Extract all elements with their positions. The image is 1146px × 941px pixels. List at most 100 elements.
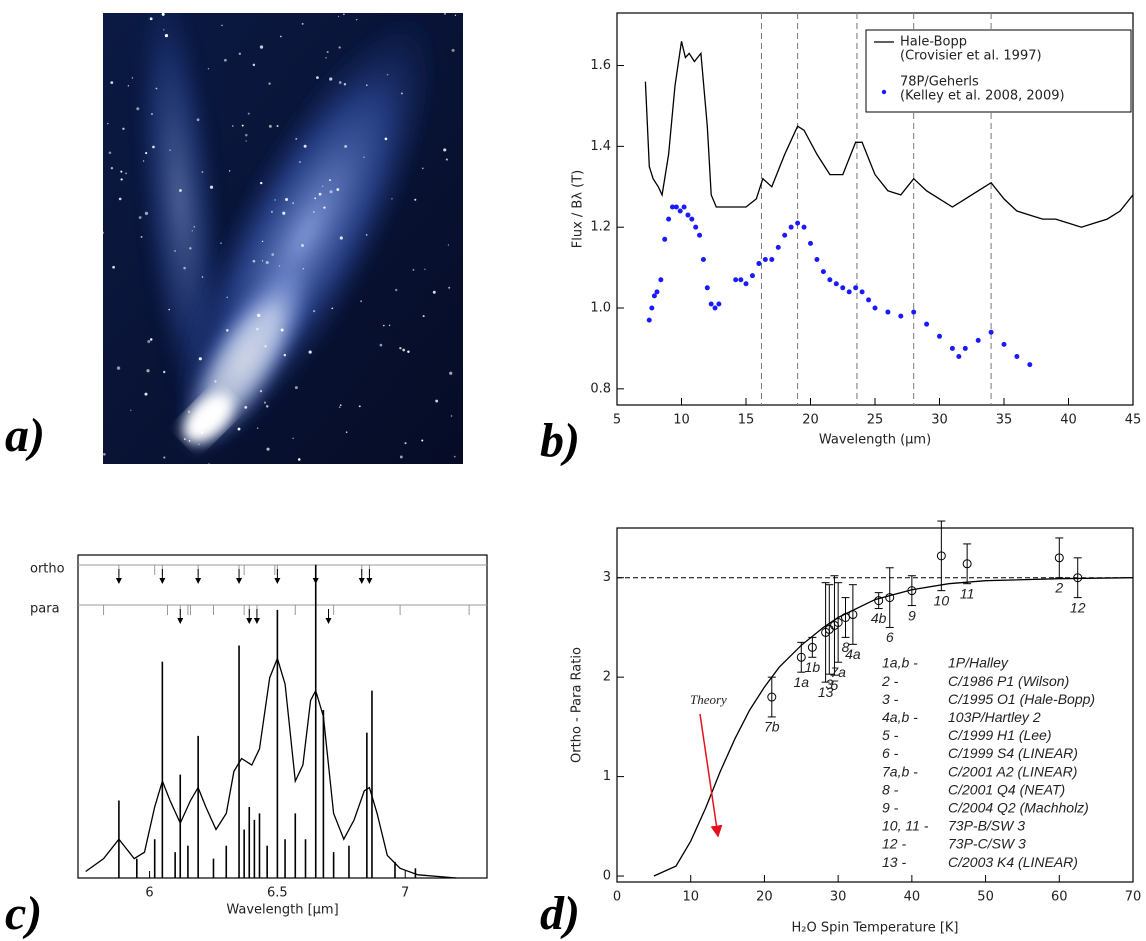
point-label: 10 [934,592,950,608]
key-id: 9 - [882,800,899,816]
data-point [677,208,683,214]
marker-row-label: ortho [30,562,65,577]
data-point [756,261,762,267]
star [265,260,269,265]
data-point [962,345,968,351]
star [187,410,191,413]
star [130,409,132,412]
star [207,68,210,70]
y-tick-label: 2 [603,670,611,685]
x-tick-label: 0 [613,890,621,905]
star [247,112,250,115]
star [191,230,193,232]
star [103,452,106,456]
data-point [874,596,884,606]
panel-label: a) [5,409,45,462]
data-point [1027,362,1033,368]
chart-panel: c) 6 6.5 7 Wavelength [μm] ortho para [5,554,488,940]
point-label: 13 [818,684,834,700]
point-label: 11 [960,585,975,601]
x-tick-label: 40 [1060,413,1077,428]
star [237,427,241,431]
panel-label: c) [5,887,42,940]
x-tick-label: 50 [977,890,994,905]
star [257,313,261,318]
key-name: 103P/Hartley 2 [948,709,1041,725]
star [344,144,348,148]
star [407,350,410,353]
panel-label: b) [540,414,580,467]
star [329,190,333,194]
data-point [833,281,839,287]
chart-panel: b) 5 10 15 20 25 30 35 40 45 0.8 1.0 1.2 1.4 1.6 Wavele… [540,12,1141,467]
x-tick-label: 20 [802,413,819,428]
star [422,315,425,318]
star [444,13,446,15]
star [318,192,322,196]
star [379,343,383,347]
stars [103,13,457,464]
star [360,300,362,303]
star [264,345,267,348]
star [302,268,305,270]
key-id: 5 - [882,727,899,743]
point-label: 8 [842,639,850,655]
star [399,455,403,459]
star [220,242,222,244]
data-point [749,273,755,279]
data-point [666,216,672,222]
data-point [693,224,699,230]
star [179,189,182,192]
star [221,24,223,27]
star [402,348,406,352]
star [283,353,287,357]
star [445,158,448,161]
star [146,369,150,373]
star [404,442,407,445]
data-point [885,593,895,603]
star [343,83,347,86]
point-label: 12 [1070,599,1086,615]
star [112,265,115,269]
star [339,236,343,240]
star [282,211,286,215]
star [301,22,304,25]
key-id: 12 - [882,836,906,852]
x-axis-label: Wavelength [μm] [226,903,338,918]
star [421,167,424,170]
star [244,405,248,409]
data-point [801,224,807,230]
x-tick-label: 40 [904,890,921,905]
star [150,112,154,116]
star [259,390,263,393]
star [245,133,248,137]
data-point [853,285,859,291]
key-name: 73P-B/SW 3 [948,818,1025,834]
data-point [975,337,981,343]
series-line [644,41,1134,228]
star [331,307,334,310]
data-point [1054,553,1064,563]
data-point [1073,573,1083,583]
star [147,340,151,344]
x-tick-label: 25 [867,413,884,428]
star [329,77,333,81]
star [116,366,121,370]
y-tick-label: 1.0 [590,301,611,316]
star [200,431,204,434]
star [155,87,158,90]
star [363,156,365,158]
star [201,171,204,174]
star [270,210,273,213]
star [285,198,289,202]
data-point [962,559,972,569]
key-name: C/2004 Q2 (Machholz) [948,800,1089,816]
data-point [846,289,852,295]
star [316,76,319,80]
star [337,15,340,18]
x-tick-label: 5 [613,413,621,428]
data-point [1014,354,1020,360]
x-tick-label: 10 [682,890,699,905]
data-point [885,309,891,315]
